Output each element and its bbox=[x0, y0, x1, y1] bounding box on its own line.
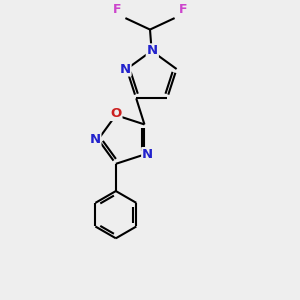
Text: N: N bbox=[89, 133, 100, 146]
Text: O: O bbox=[110, 107, 122, 120]
Text: N: N bbox=[119, 62, 130, 76]
Text: N: N bbox=[147, 44, 158, 57]
Text: F: F bbox=[113, 3, 122, 16]
Text: F: F bbox=[178, 3, 187, 16]
Text: N: N bbox=[142, 148, 153, 161]
